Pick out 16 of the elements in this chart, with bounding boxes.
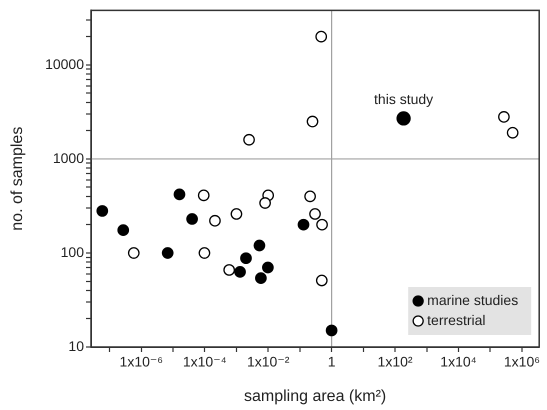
x-axis-title: sampling area (km²) bbox=[244, 388, 386, 405]
x-tick-label: 1x10⁴ bbox=[440, 353, 477, 370]
x-tick-label: 1x10⁶ bbox=[504, 353, 540, 370]
x-tick-label: 1x10² bbox=[378, 353, 413, 370]
y-tick-label: 10 bbox=[68, 338, 84, 354]
y-axis-title: no. of samples bbox=[9, 126, 26, 231]
y-tick-label: 100 bbox=[60, 244, 84, 260]
y-tick-label: 10000 bbox=[45, 56, 84, 72]
legend-label: marine studies bbox=[427, 292, 518, 308]
x-tick-label: 1x10⁻⁴ bbox=[182, 353, 227, 370]
legend-label: terrestrial bbox=[427, 312, 486, 328]
x-tick-label: 1 bbox=[328, 353, 336, 370]
annotation: this study bbox=[374, 91, 434, 108]
x-tick-label: 1x10⁻² bbox=[246, 353, 290, 370]
y-tick-label: 1000 bbox=[52, 150, 84, 166]
x-tick-label: 1x10⁻⁶ bbox=[120, 353, 164, 370]
